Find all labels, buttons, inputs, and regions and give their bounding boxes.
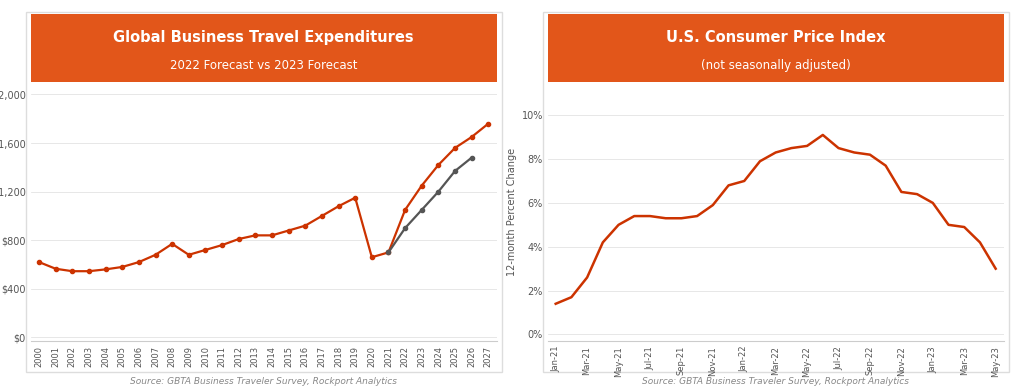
Y-axis label: 12-month Percent Change: 12-month Percent Change — [508, 148, 517, 276]
Text: 2022 Forecast vs 2023 Forecast: 2022 Forecast vs 2023 Forecast — [170, 59, 357, 72]
Text: Source: GBTA Business Traveler Survey, Rockport Analytics: Source: GBTA Business Traveler Survey, R… — [642, 377, 909, 386]
Text: Source: GBTA Business Traveler Survey, Rockport Analytics: Source: GBTA Business Traveler Survey, R… — [130, 377, 397, 386]
Text: U.S. Consumer Price Index: U.S. Consumer Price Index — [666, 30, 886, 45]
Text: Global Business Travel Expenditures: Global Business Travel Expenditures — [114, 30, 414, 45]
Text: (not seasonally adjusted): (not seasonally adjusted) — [700, 59, 851, 72]
